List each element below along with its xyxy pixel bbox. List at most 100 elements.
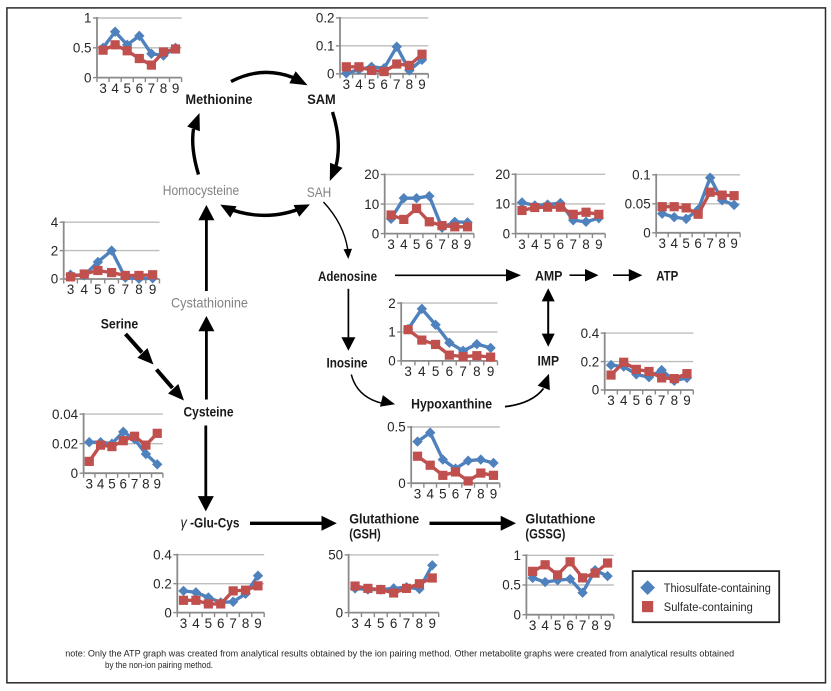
svg-text:3: 3: [518, 237, 525, 252]
svg-text:9: 9: [429, 616, 436, 631]
svg-text:1: 1: [388, 325, 395, 340]
svg-text:Glutathione: Glutathione: [349, 512, 419, 527]
svg-text:9: 9: [490, 486, 497, 501]
svg-text:0: 0: [51, 272, 58, 287]
svg-text:7: 7: [658, 393, 665, 408]
svg-text:γ -Glu-Cys: γ -Glu-Cys: [181, 516, 240, 532]
svg-text:7: 7: [131, 476, 138, 491]
svg-text:8: 8: [477, 486, 484, 501]
svg-text:0.04: 0.04: [52, 407, 79, 422]
svg-text:20: 20: [495, 167, 510, 182]
svg-text:0: 0: [336, 605, 343, 620]
svg-text:7: 7: [229, 616, 236, 631]
svg-text:7: 7: [706, 236, 713, 251]
svg-text:6: 6: [566, 618, 573, 633]
svg-text:4: 4: [670, 236, 678, 251]
svg-text:5: 5: [108, 476, 115, 491]
svg-text:6: 6: [452, 486, 459, 501]
svg-text:9: 9: [254, 616, 261, 631]
svg-text:5: 5: [205, 616, 212, 631]
svg-text:8: 8: [582, 237, 589, 252]
svg-text:6: 6: [694, 236, 701, 251]
svg-text:8: 8: [142, 476, 149, 491]
svg-text:8: 8: [718, 236, 725, 251]
svg-text:by the non-ion pairing method.: by the non-ion pairing method.: [105, 660, 213, 671]
svg-text:Cysteine: Cysteine: [184, 404, 234, 419]
svg-text:50: 50: [328, 548, 343, 563]
svg-text:4: 4: [426, 486, 434, 501]
svg-text:4: 4: [81, 282, 89, 297]
svg-text:0: 0: [84, 70, 91, 85]
svg-text:4: 4: [418, 364, 426, 379]
svg-text:0: 0: [164, 605, 171, 620]
svg-text:9: 9: [683, 393, 690, 408]
svg-text:8: 8: [671, 393, 678, 408]
svg-text:9: 9: [487, 364, 494, 379]
svg-text:0: 0: [503, 226, 510, 241]
svg-text:2: 2: [51, 243, 58, 258]
svg-text:4: 4: [541, 618, 549, 633]
svg-text:(GSH): (GSH): [349, 526, 381, 541]
svg-text:6: 6: [645, 393, 652, 408]
svg-text:5: 5: [633, 393, 640, 408]
svg-text:SAM: SAM: [307, 92, 336, 107]
svg-text:Methionine: Methionine: [186, 92, 253, 107]
svg-text:0.05: 0.05: [625, 197, 651, 212]
svg-text:0: 0: [327, 67, 334, 82]
svg-text:3: 3: [343, 77, 350, 92]
svg-text:9: 9: [172, 81, 179, 96]
svg-text:6: 6: [217, 616, 224, 631]
svg-text:5: 5: [439, 486, 446, 501]
svg-text:4: 4: [51, 215, 59, 230]
svg-text:3: 3: [180, 616, 187, 631]
svg-text:8: 8: [135, 282, 142, 297]
svg-text:3: 3: [99, 81, 106, 96]
svg-text:7: 7: [569, 237, 576, 252]
svg-text:7: 7: [122, 282, 129, 297]
svg-text:3: 3: [351, 616, 358, 631]
svg-text:6: 6: [390, 616, 397, 631]
svg-text:10: 10: [495, 197, 510, 212]
svg-text:5: 5: [94, 282, 101, 297]
svg-text:7: 7: [393, 77, 400, 92]
svg-text:6: 6: [557, 237, 564, 252]
svg-text:7: 7: [464, 486, 471, 501]
svg-text:2: 2: [388, 296, 395, 311]
svg-text:0: 0: [513, 607, 520, 622]
svg-text:Cystathionine: Cystathionine: [171, 295, 248, 310]
svg-text:AMP: AMP: [535, 269, 563, 284]
svg-text:(GSSG): (GSSG): [525, 526, 565, 541]
svg-text:Thiosulfate-containing: Thiosulfate-containing: [664, 581, 771, 595]
svg-text:3: 3: [404, 364, 411, 379]
svg-text:4: 4: [364, 616, 372, 631]
svg-text:Hypoxanthine: Hypoxanthine: [411, 397, 492, 412]
svg-text:8: 8: [406, 77, 413, 92]
svg-text:8: 8: [451, 237, 458, 252]
svg-text:0.1: 0.1: [316, 39, 335, 54]
svg-text:3: 3: [67, 282, 74, 297]
svg-text:8: 8: [242, 616, 249, 631]
svg-text:IMP: IMP: [538, 353, 560, 368]
svg-text:9: 9: [604, 618, 611, 633]
svg-text:9: 9: [595, 237, 602, 252]
svg-text:6: 6: [136, 81, 143, 96]
svg-text:10: 10: [364, 197, 379, 212]
svg-text:4: 4: [192, 616, 200, 631]
svg-text:0: 0: [592, 383, 599, 398]
svg-text:Serine: Serine: [101, 317, 139, 332]
svg-text:3: 3: [658, 236, 665, 251]
svg-text:9: 9: [154, 476, 161, 491]
svg-text:7: 7: [403, 616, 410, 631]
svg-text:Homocysteine: Homocysteine: [163, 183, 240, 198]
svg-text:0: 0: [398, 476, 405, 491]
svg-text:6: 6: [446, 364, 453, 379]
svg-text:4: 4: [400, 237, 408, 252]
svg-text:SAH: SAH: [307, 185, 332, 200]
svg-text:7: 7: [579, 618, 586, 633]
svg-text:Sulfate-containing: Sulfate-containing: [664, 600, 753, 614]
svg-text:9: 9: [730, 236, 737, 251]
svg-text:Inosine: Inosine: [327, 355, 368, 370]
svg-text:Glutathione: Glutathione: [525, 512, 595, 527]
svg-text:8: 8: [473, 364, 480, 379]
svg-text:8: 8: [591, 618, 598, 633]
